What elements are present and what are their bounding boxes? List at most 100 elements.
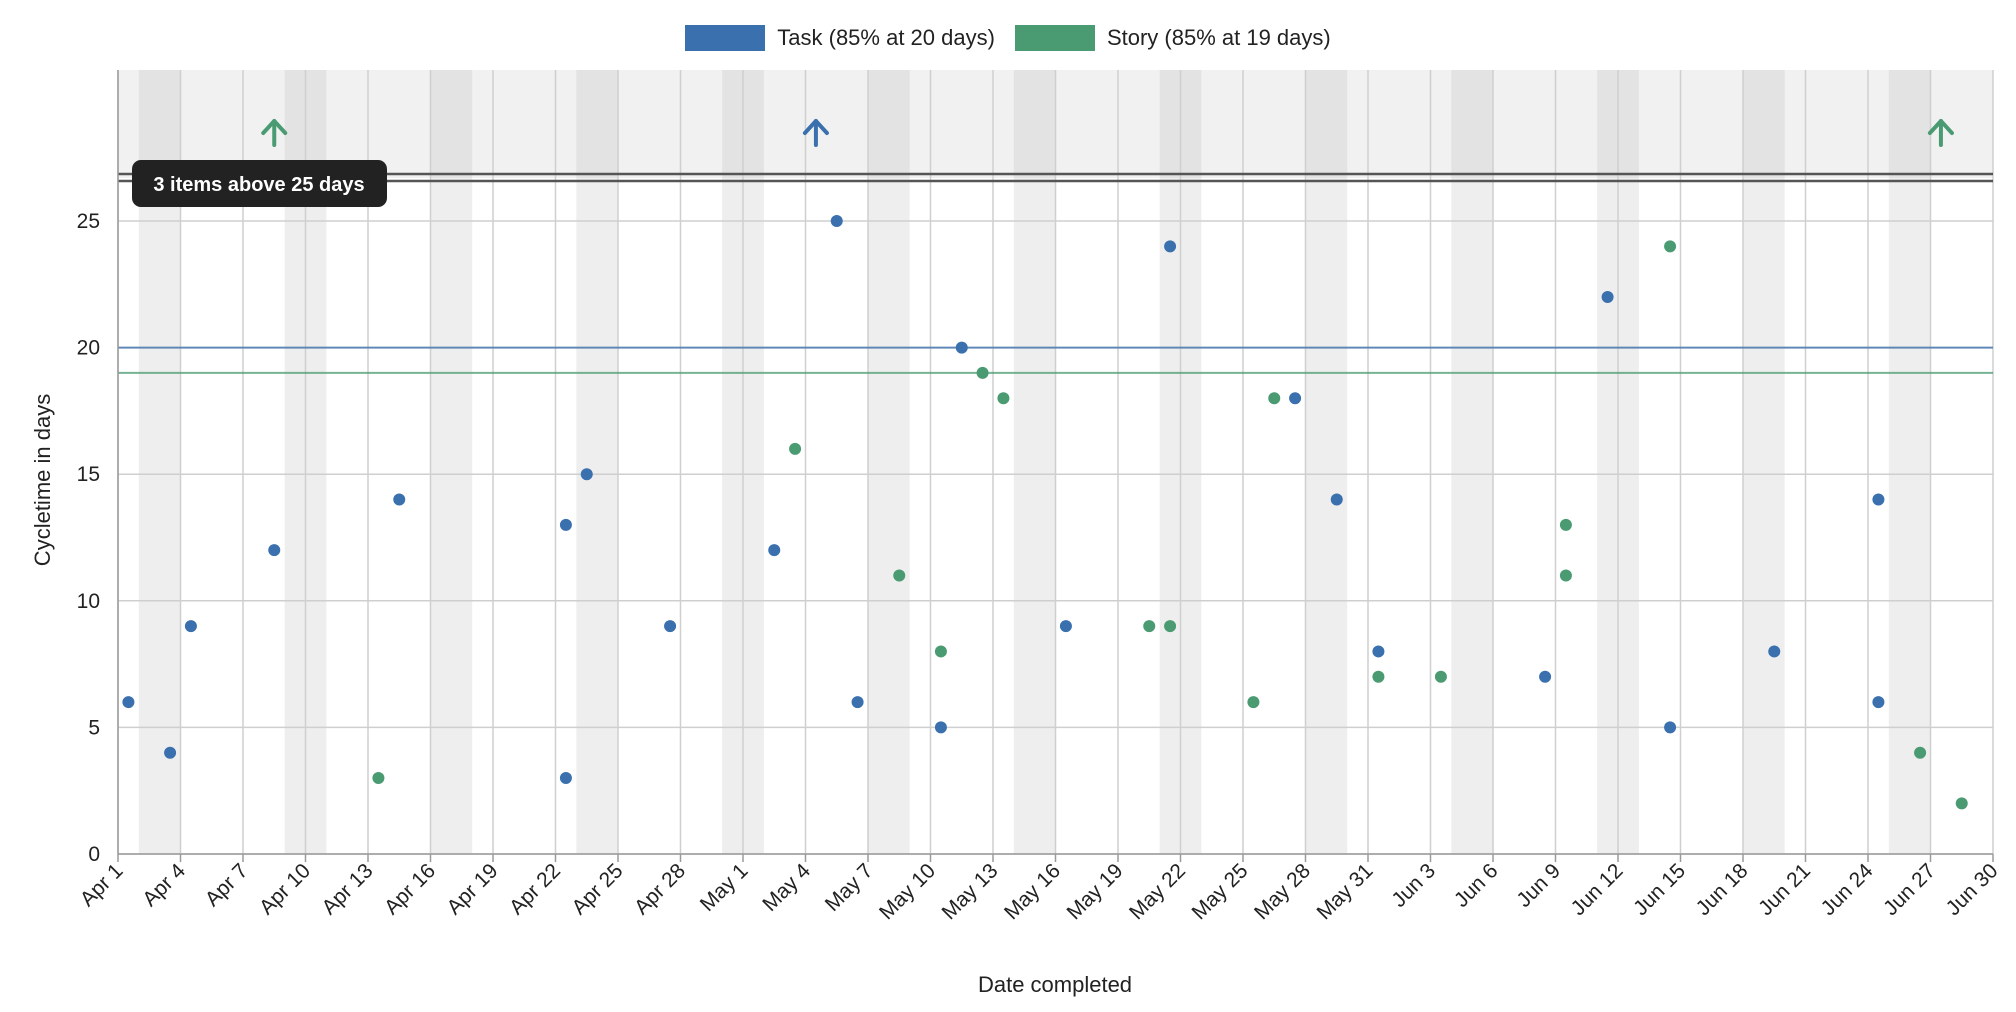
x-tick-label: May 10 [875,859,940,924]
task-point [1768,645,1781,658]
threshold-badge-box [132,160,387,207]
arrow-head [1927,119,1954,135]
task-point [955,341,968,354]
x-tick-label: Jun 21 [1754,859,1815,920]
x-tick-label: May 22 [1125,859,1190,924]
data-points [122,119,1968,810]
story-point [1247,696,1260,709]
story-point [1914,746,1927,759]
y-tick-label: 5 [88,716,100,739]
legend: Task (85% at 20 days) Story (85% at 19 d… [0,22,2016,54]
story-point [893,569,906,582]
task-point [1872,696,1885,709]
x-tick-label: Apr 19 [443,859,503,919]
legend-swatch-story [1014,25,1095,51]
task-point [851,696,864,709]
grid-lines [117,70,1994,855]
task-point [830,215,843,227]
weekend-band-overflow [1451,70,1493,178]
task-point [1664,721,1677,734]
x-tick-label: Jun 18 [1692,859,1753,920]
weekend-band [1305,70,1348,854]
x-tick-label: Apr 7 [201,859,253,911]
x-tick-label: May 13 [938,859,1003,924]
x-tick-label: May 28 [1250,859,1315,924]
story-point [1559,518,1572,531]
task-point [1289,392,1302,405]
reference-lines [118,172,1993,374]
story-point [1955,797,1968,810]
x-tick-label: Jun 12 [1567,859,1628,920]
task-point [122,696,135,709]
threshold-badge-label: 3 items above 25 days [153,174,364,196]
weekend-band [1743,70,1785,854]
legend-item-story[interactable]: Story (85% at 19 days) [1014,25,1331,51]
x-tick-label: Apr 28 [630,859,690,919]
overflow-arrow-icon [261,119,288,147]
story-point [789,442,802,455]
task-point [393,493,406,506]
legend-label-task: Task (85% at 20 days) [777,25,995,50]
weekend-band [1013,70,1056,854]
story-point [1434,670,1447,683]
y-tick-label: 20 [77,337,100,360]
x-tick-label: May 16 [1000,859,1065,924]
y-axis-title: Cycletime in days [30,394,55,566]
x-tick-label: May 1 [696,859,753,916]
story-point [1372,670,1385,683]
x-axis-title: Date completed [978,972,1132,997]
x-tick-label: Jun 24 [1817,859,1878,920]
y-tick-label: 25 [77,210,100,233]
x-tick-label: Jun 6 [1450,859,1503,912]
story-point [1143,620,1156,633]
x-tick-label: May 31 [1313,859,1378,924]
y-tick-label: 15 [77,463,100,486]
weekend-band-overflow [1305,70,1348,178]
story-point [1268,392,1281,405]
weekend-band-overflow [430,70,473,178]
overflow-arrow-icon [1927,119,1954,147]
story-point [372,772,385,785]
x-tick-label: Jun 3 [1387,859,1440,912]
task-point [1601,290,1614,303]
story-point [1164,620,1177,633]
weekend-band [1451,70,1493,854]
task-point [1059,620,1072,633]
x-tick-label: Jun 30 [1942,859,2003,920]
task-point [664,620,677,633]
x-tick-label: Apr 4 [138,859,190,911]
x-tick-label: May 25 [1188,859,1253,924]
x-tick-label: Jun 27 [1879,859,1940,920]
x-tick-label: May 7 [821,859,878,916]
task-point [184,620,197,633]
overflow-arrow-icon [802,119,829,147]
x-tick-label: Apr 10 [255,859,315,919]
legend-label-story: Story (85% at 19 days) [1106,25,1331,50]
weekend-band-overflow [1013,70,1056,178]
x-tick-label: Apr 16 [380,859,440,919]
story-point [997,392,1010,405]
task-point [164,746,177,759]
arrow-head [261,119,288,135]
task-point [580,468,593,481]
x-tick-label: Apr 13 [318,859,378,919]
y-tick-label: 10 [77,590,100,613]
task-point [268,544,281,557]
arrow-head [802,119,829,135]
legend-swatch-task [685,25,766,51]
x-tick-label: Jun 15 [1629,859,1690,920]
weekend-band [868,70,910,854]
task-point [559,518,572,531]
task-point [1164,240,1177,253]
task-point [1539,670,1552,683]
legend-item-task[interactable]: Task (85% at 20 days) [685,25,995,51]
task-point [1372,645,1385,658]
weekend-band [576,70,618,854]
weekend-band-overflow [1743,70,1785,178]
task-point [559,772,572,785]
weekend-band-overflow [868,70,910,178]
x-tick-label: Apr 1 [76,859,128,911]
x-tick-label: May 4 [758,859,815,916]
x-tick-label: Jun 9 [1512,859,1565,912]
